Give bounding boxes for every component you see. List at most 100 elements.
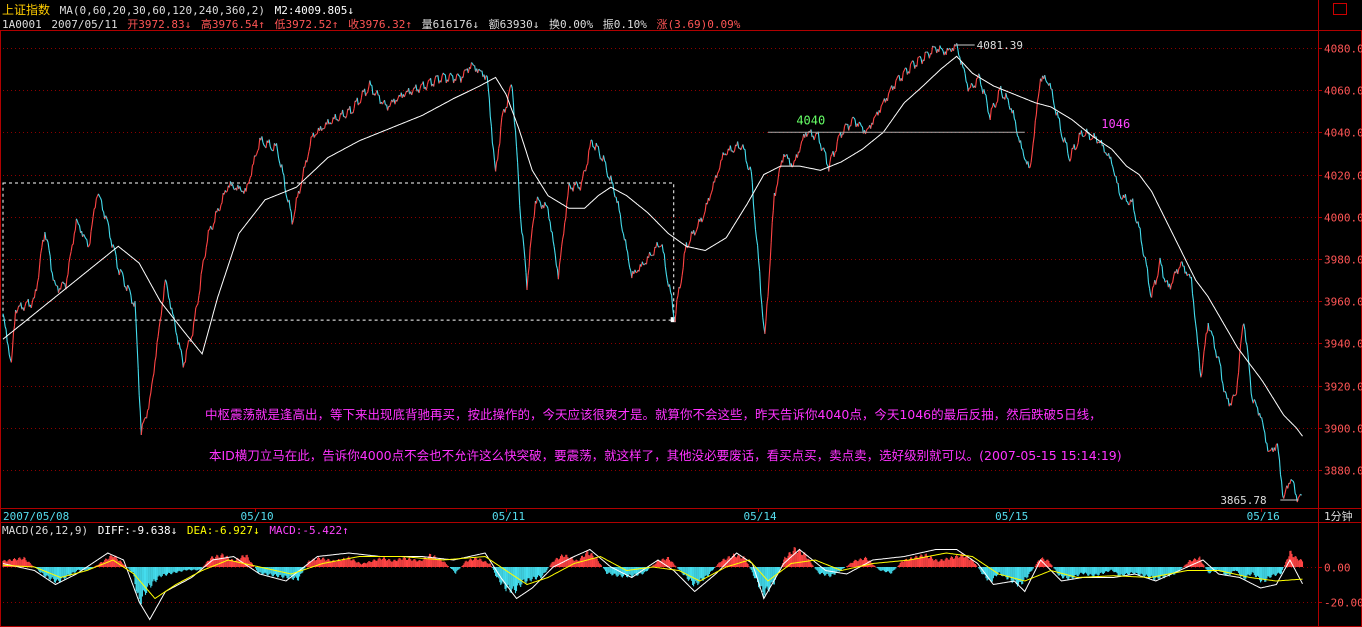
price-segment (518, 181, 521, 206)
price-segment (156, 336, 159, 343)
window-restore-icon[interactable] (1333, 3, 1347, 15)
price-segment (694, 232, 697, 236)
price-segment (761, 304, 764, 318)
price-segment (251, 163, 254, 166)
price-segment (1293, 483, 1296, 494)
price-segment (4, 326, 7, 330)
price-segment (1277, 451, 1281, 461)
price-segment (93, 207, 96, 210)
price-segment (330, 122, 333, 125)
price-segment (450, 72, 452, 76)
price-segment (721, 152, 724, 160)
price-segment (989, 108, 992, 120)
price-segment (11, 332, 15, 351)
price-segment (793, 159, 796, 162)
price-segment (612, 183, 615, 192)
price-segment (830, 154, 833, 157)
annotation-note-2: 本ID横刀立马在此，告诉你4000点不会也不允许这么快突破，要震荡，就这样了，其… (209, 448, 1122, 463)
price-segment (62, 281, 65, 284)
price-segment (987, 111, 990, 115)
price-segment (426, 80, 430, 85)
price-segment (50, 270, 53, 274)
price-segment (595, 142, 598, 147)
price-segment (769, 242, 772, 263)
price-segment (974, 78, 978, 88)
price-segment (771, 210, 774, 223)
price-segment (1035, 101, 1038, 115)
price-segment (866, 128, 869, 131)
price-segment (360, 90, 364, 98)
price-segment (38, 264, 41, 278)
price-segment (718, 167, 721, 172)
price-segment (1056, 111, 1059, 118)
price-segment (24, 301, 27, 307)
price-segment (697, 219, 700, 227)
price-segment (858, 121, 861, 124)
price-segment (89, 231, 92, 244)
price-segment (1006, 97, 1009, 100)
price-segment (500, 117, 503, 128)
price-segment (776, 175, 780, 185)
price-segment (798, 146, 802, 153)
amplitude-value: 振0.10% (602, 18, 647, 31)
price-segment (498, 143, 501, 149)
price-segment (1253, 399, 1256, 402)
price-segment (703, 210, 706, 216)
price-segment (767, 277, 770, 297)
price-segment (294, 197, 297, 209)
price-segment (990, 107, 993, 109)
price-segment (1248, 366, 1251, 377)
price-segment (37, 277, 40, 283)
price-segment (879, 105, 882, 113)
price-segment (307, 151, 310, 157)
price-segment (677, 287, 680, 296)
price-segment (1084, 134, 1087, 137)
price-segment (129, 289, 132, 296)
y-tick-label: 3900.00 (1324, 423, 1362, 436)
price-segment (562, 233, 565, 240)
price-segment (176, 335, 179, 345)
price-segment (65, 278, 68, 290)
price-segment (685, 242, 688, 249)
price-segment (141, 422, 144, 425)
price-segment (1021, 148, 1023, 150)
price-segment (1076, 142, 1079, 147)
price-segment (248, 177, 251, 182)
price-segment (896, 75, 899, 79)
price-segment (604, 160, 607, 163)
price-segment (1037, 88, 1041, 97)
price-segment (1179, 261, 1182, 268)
price-segment (200, 268, 203, 275)
price-segment (711, 181, 715, 190)
price-segment (928, 53, 932, 59)
price-segment (462, 70, 465, 78)
price-segment (1024, 159, 1027, 161)
price-segment (610, 175, 613, 182)
price-segment (10, 349, 13, 363)
price-segment (51, 273, 54, 281)
price-segment (1005, 92, 1008, 99)
price-segment (490, 126, 493, 144)
price-segment (1268, 450, 1271, 452)
price-segment (628, 261, 631, 268)
price-segment (552, 241, 555, 247)
price-segment (53, 279, 56, 285)
price-segment (923, 51, 926, 61)
price-segment (626, 248, 629, 253)
price-segment (289, 208, 292, 213)
price-segment (1197, 344, 1200, 352)
price-segment (585, 165, 588, 172)
price-segment (765, 303, 768, 322)
price-segment (742, 144, 745, 150)
price-segment (1294, 493, 1297, 496)
price-segment (597, 146, 600, 154)
price-segment (709, 192, 712, 196)
price-segment (134, 301, 137, 324)
price-segment (231, 183, 235, 189)
price-segment (958, 55, 961, 58)
price-segment (512, 102, 515, 123)
price-segment (813, 136, 816, 141)
price-segment (1152, 285, 1155, 288)
